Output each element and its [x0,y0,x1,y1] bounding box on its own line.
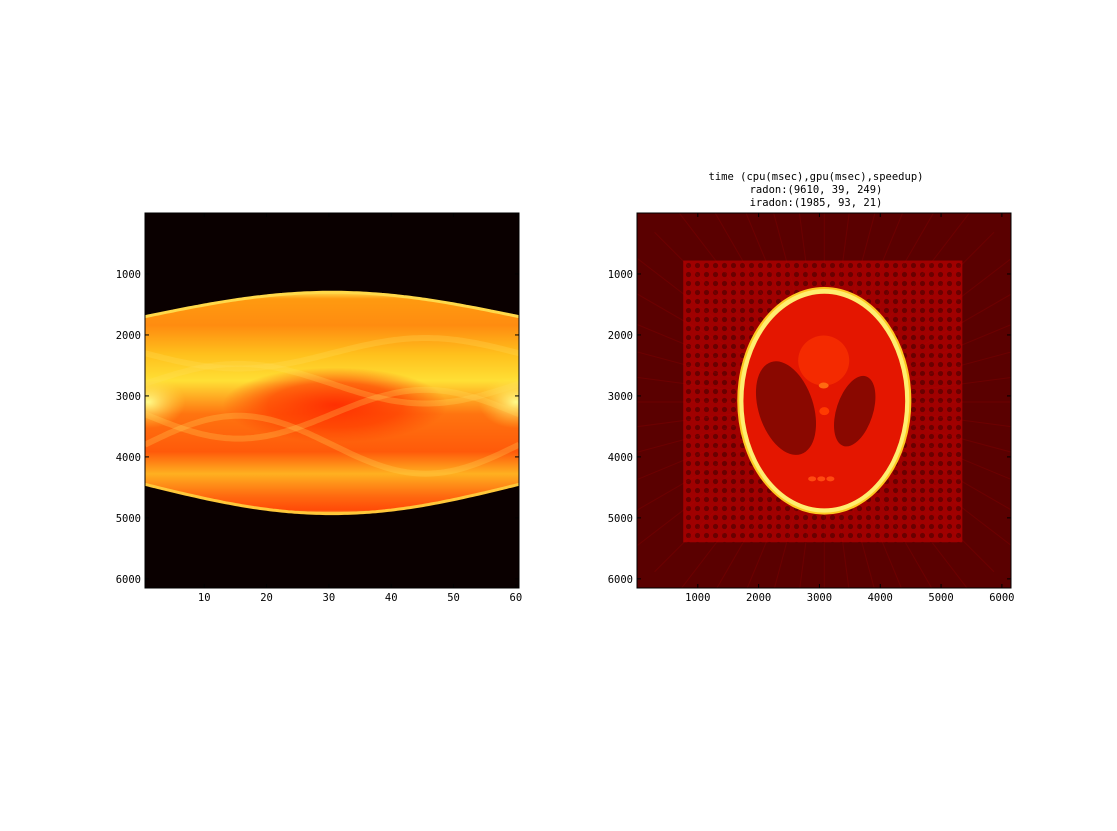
sinogram-left-glow [145,375,186,429]
sinogram-x-tick-label: 40 [385,592,398,604]
reconstruction-x-tick-label: 6000 [989,592,1014,604]
sinogram-y-tick-label: 1000 [116,269,141,281]
sinogram-y-tick-label: 3000 [116,391,141,403]
small-dot-row-1 [808,476,817,482]
sinogram-core [222,367,448,443]
sinogram-right-glow [478,375,519,429]
reconstruction-y-tick-label: 6000 [608,574,633,586]
sinogram-y-tick-label: 4000 [116,452,141,464]
sinogram-y-tick-label: 2000 [116,330,141,342]
small-dot-row-2 [817,476,826,482]
sinogram-trace [145,412,519,477]
reconstruction-x-tick-label: 4000 [868,592,893,604]
sinogram-axes: 10 20 30 40 50 60 1000 2000 3000 4000 5000 6000 [116,212,523,604]
left-ventricle [755,361,817,455]
sinogram-axes-frame [144,212,520,589]
sinogram-x-tick-label: 30 [323,592,336,604]
reconstruction-title: time (cpu(msec),gpu(msec),speedup) radon… [709,171,924,209]
reconstruction-axes-frame [636,212,1012,589]
title-line-2: radon:(9610, 39, 249) [750,184,883,196]
brain-region [743,293,906,509]
reconstruction-x-tick-label: 3000 [807,592,832,604]
small-dot-row-3 [826,476,835,482]
sinogram-y-tick-label: 6000 [116,574,141,586]
sinogram-x-tick-label: 60 [510,592,523,604]
sinogram-bottom-edge [145,482,519,516]
sinogram-trace [145,335,519,372]
title-line-1: time (cpu(msec),gpu(msec),speedup) [709,171,924,183]
upper-ellipse [798,335,850,386]
sinogram-trace [145,386,519,442]
sinogram-x-tick-label: 20 [260,592,273,604]
sinogram-image [145,213,519,588]
reconstruction-y-tick-label: 3000 [608,391,633,403]
reconstruction-x-tick-label: 2000 [746,592,771,604]
reconstruction-axes: 1000 2000 3000 4000 5000 6000 1000 2000 3000 4000… [608,212,1015,604]
reconstruction-x-tick-label: 5000 [928,592,953,604]
title-line-3: iradon:(1985, 93, 21) [750,197,883,209]
sinogram-top-edge [145,290,519,319]
sinogram-trace [145,360,519,407]
right-ventricle [834,375,876,447]
reconstruction-y-tick-label: 1000 [608,269,633,281]
reconstruction-y-tick-label: 4000 [608,452,633,464]
reconstruction-y-tick-label: 2000 [608,330,633,342]
sinogram-y-tick-label: 5000 [116,513,141,525]
sinogram-x-tick-label: 10 [198,592,211,604]
reconstruction-y-tick-label: 5000 [608,513,633,525]
reconstruction-image [637,213,1011,588]
small-dot-2 [819,407,830,416]
sinogram-x-tick-label: 50 [447,592,460,604]
reconstruction-x-tick-label: 1000 [685,592,710,604]
small-dot-1 [818,382,829,389]
